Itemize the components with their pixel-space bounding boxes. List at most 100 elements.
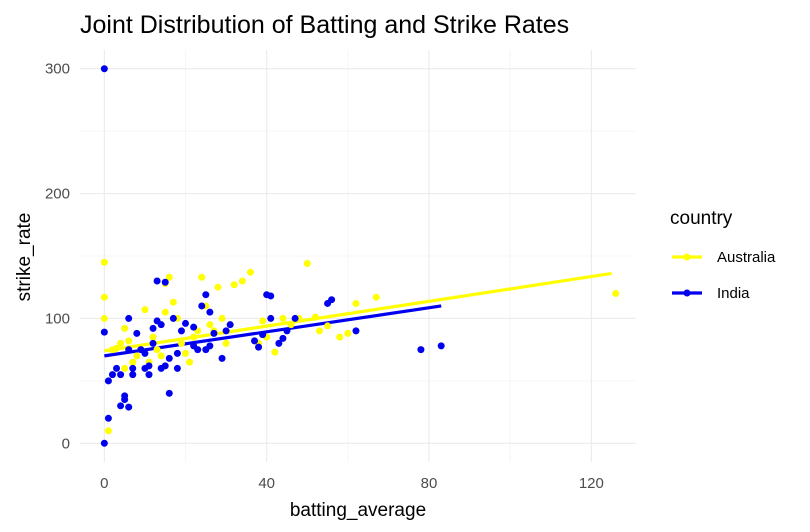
legend-label: Australia bbox=[717, 249, 776, 266]
data-point bbox=[315, 327, 323, 335]
data-point bbox=[226, 321, 234, 329]
data-point bbox=[169, 298, 177, 306]
data-point bbox=[129, 358, 137, 366]
data-point bbox=[153, 346, 161, 354]
data-point bbox=[230, 281, 238, 289]
data-point bbox=[161, 308, 169, 316]
data-point bbox=[210, 329, 218, 337]
data-point bbox=[324, 322, 332, 330]
data-point bbox=[287, 321, 295, 329]
data-point bbox=[372, 293, 380, 301]
x-tick-label: 120 bbox=[579, 475, 604, 492]
data-point bbox=[125, 403, 133, 411]
data-point bbox=[100, 439, 108, 447]
data-point bbox=[129, 364, 137, 372]
y-axis-ticks: 0 100 200 300 bbox=[45, 61, 70, 453]
data-point bbox=[121, 324, 129, 332]
data-point bbox=[125, 337, 133, 345]
data-point bbox=[194, 346, 202, 354]
data-point bbox=[259, 317, 267, 325]
data-point bbox=[279, 334, 287, 342]
data-point bbox=[169, 314, 177, 322]
data-point bbox=[336, 333, 344, 341]
data-point bbox=[133, 329, 141, 337]
data-point bbox=[177, 327, 185, 335]
data-point bbox=[182, 319, 190, 327]
data-point bbox=[344, 329, 352, 337]
data-point bbox=[222, 339, 230, 347]
legend-label: India bbox=[717, 285, 750, 302]
data-point bbox=[612, 289, 620, 297]
grid bbox=[80, 50, 636, 462]
data-point bbox=[100, 314, 108, 322]
data-point bbox=[214, 283, 222, 291]
data-point bbox=[100, 258, 108, 266]
data-point bbox=[198, 302, 206, 310]
data-point bbox=[100, 293, 108, 301]
data-point bbox=[145, 371, 153, 379]
data-point bbox=[165, 389, 173, 397]
data-point bbox=[182, 349, 190, 357]
data-point bbox=[206, 321, 214, 329]
data-point bbox=[291, 314, 299, 322]
data-point bbox=[255, 343, 263, 351]
data-point bbox=[283, 327, 291, 335]
trend-line bbox=[104, 271, 612, 353]
chart-title: Joint Distribution of Batting and Strike… bbox=[80, 11, 569, 39]
y-tick-label: 100 bbox=[45, 310, 70, 327]
y-tick-label: 300 bbox=[45, 61, 70, 78]
data-point bbox=[271, 348, 279, 356]
trend-lines bbox=[104, 271, 612, 358]
data-point bbox=[113, 344, 121, 352]
data-point bbox=[104, 414, 112, 422]
data-point bbox=[206, 308, 214, 316]
data-point bbox=[141, 306, 149, 314]
y-tick-label: 200 bbox=[45, 186, 70, 203]
data-point bbox=[153, 277, 161, 285]
data-point bbox=[141, 349, 149, 357]
data-points bbox=[100, 65, 620, 447]
x-tick-label: 80 bbox=[421, 475, 438, 492]
y-axis-title: strike_rate bbox=[14, 213, 35, 302]
data-point bbox=[149, 324, 157, 332]
data-point bbox=[190, 323, 198, 331]
data-point bbox=[206, 342, 214, 350]
legend: country Australia India bbox=[670, 208, 776, 302]
data-point bbox=[352, 327, 360, 335]
data-point bbox=[437, 342, 445, 350]
data-point bbox=[311, 313, 319, 321]
legend-key-point bbox=[683, 289, 691, 297]
data-point bbox=[238, 277, 246, 285]
data-point bbox=[303, 259, 311, 267]
data-point bbox=[125, 314, 133, 322]
data-point bbox=[218, 354, 226, 362]
data-point bbox=[157, 321, 165, 329]
data-point bbox=[161, 362, 169, 370]
data-point bbox=[100, 328, 108, 336]
data-point bbox=[198, 273, 206, 281]
data-point bbox=[149, 339, 157, 347]
data-point bbox=[133, 352, 141, 360]
data-point bbox=[108, 371, 116, 379]
data-point bbox=[417, 346, 425, 354]
data-point bbox=[251, 337, 259, 345]
legend-title: country bbox=[670, 208, 733, 229]
data-point bbox=[279, 314, 287, 322]
data-point bbox=[104, 377, 112, 385]
legend-key-point bbox=[683, 253, 691, 261]
data-point bbox=[186, 358, 194, 366]
data-point bbox=[328, 296, 336, 304]
data-point bbox=[275, 339, 283, 347]
data-point bbox=[165, 354, 173, 362]
data-point bbox=[246, 268, 254, 276]
data-point bbox=[165, 273, 173, 281]
data-point bbox=[117, 339, 125, 347]
data-point bbox=[121, 392, 129, 400]
data-point bbox=[145, 362, 153, 370]
x-axis-ticks: 0 40 80 120 bbox=[100, 475, 604, 492]
data-point bbox=[125, 346, 133, 354]
trend-line bbox=[104, 304, 442, 358]
data-point bbox=[177, 339, 185, 347]
data-point bbox=[259, 331, 267, 339]
